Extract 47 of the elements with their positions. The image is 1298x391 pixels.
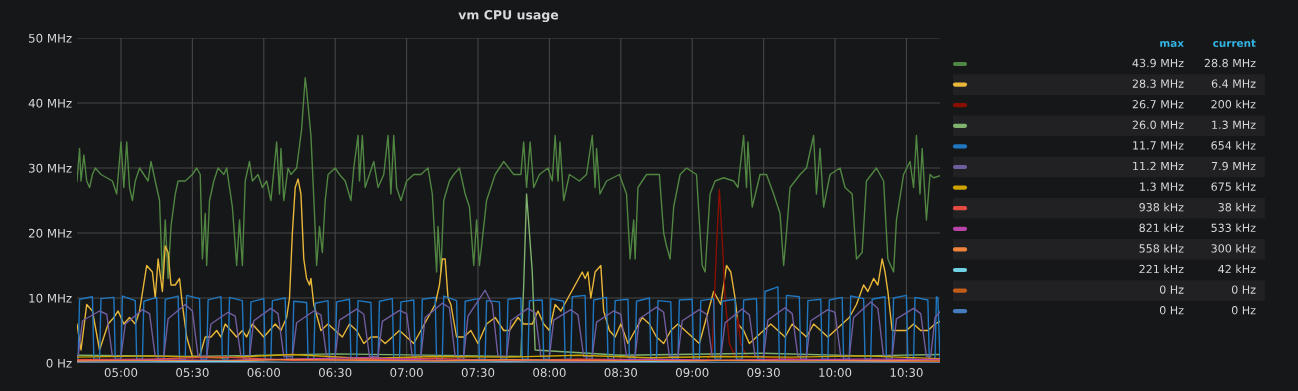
x-tick-label: 06:30 (318, 368, 352, 377)
text: 11.7 MHz (1133, 141, 1184, 150)
text: 533 kHz (1211, 223, 1256, 233)
y-tick-label: 40 MHz (28, 98, 72, 108)
text: 938 kHz (1139, 202, 1184, 212)
text: 26.7 MHz (1132, 100, 1184, 109)
text: 1.3 MHz (1140, 182, 1184, 191)
text: max (1160, 41, 1184, 48)
text: 11.2 MHz (1133, 161, 1184, 171)
x-tick-label: 10:00 (819, 368, 852, 377)
y-tick-label: 10 MHz (29, 293, 72, 303)
x-tick-label: 07:30 (461, 368, 495, 377)
x-tick-label: 06:00 (247, 368, 281, 377)
text: 654 kHz (1211, 141, 1256, 150)
x-tick-label: 08:30 (604, 368, 638, 377)
x-tick-label: 09:00 (675, 368, 709, 377)
y-tick-label: 30 MHz (29, 163, 72, 173)
text: 28.3 MHz (1132, 79, 1184, 88)
x-tick-label: 07:00 (390, 368, 423, 377)
x-tick-label: 09:30 (747, 368, 780, 377)
y-tick-label: 0 Hz (46, 358, 72, 368)
text: 0 Hz (1159, 306, 1184, 315)
text: 43.9 MHz (1132, 58, 1184, 68)
x-tick-label: 08:00 (533, 368, 566, 377)
text: 558 kHz (1139, 244, 1184, 253)
text: 821 kHz (1139, 223, 1184, 233)
text: 28.8 MHz (1204, 58, 1256, 68)
text: 42 kHz (1218, 264, 1256, 274)
x-tick-label: 05:00 (104, 368, 138, 377)
text: 221 kHz (1139, 264, 1184, 274)
text: 675 kHz (1211, 182, 1256, 191)
x-tick-label: 10:30 (890, 368, 923, 377)
x-tick-label: 05:30 (176, 368, 209, 377)
text: 6.4 MHz (1211, 79, 1256, 88)
text: 1.3 MHz (1212, 120, 1256, 130)
y-tick-label: 20 MHz (28, 228, 72, 238)
text: 0 Hz (1159, 285, 1184, 294)
text: current (1213, 39, 1256, 48)
text: 38 kHz (1218, 202, 1256, 212)
text: 0 Hz (1231, 285, 1256, 294)
text: 300 kHz (1211, 244, 1256, 253)
text: 200 kHz (1211, 99, 1256, 109)
text: 7.9 MHz (1211, 161, 1256, 171)
y-tick-label: 50 MHz (29, 33, 72, 43)
chart-title: vm CPU usage (458, 10, 559, 23)
text: 26.0 MHz (1132, 120, 1184, 130)
text: 0 Hz (1231, 306, 1256, 315)
